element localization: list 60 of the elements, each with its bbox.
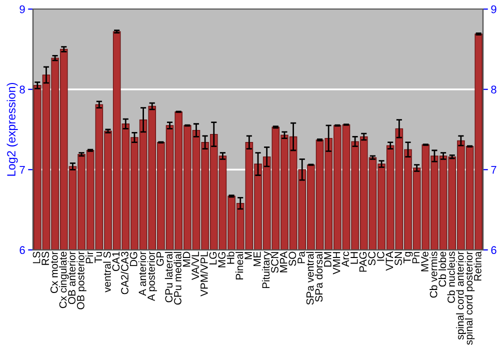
x-tick-label: SC — [368, 252, 376, 266]
x-tick-label: M — [244, 252, 252, 260]
x-tick-label: OB anterior — [68, 251, 76, 304]
y2-tick-label: 6 — [491, 246, 496, 254]
x-tick-label: Cx cingulate — [59, 252, 69, 308]
x-tick-label: DG — [130, 252, 138, 266]
x-tick-label: Tg — [404, 252, 413, 264]
x-tick-label: OB posterior — [76, 251, 86, 310]
x-tick-label: RS — [42, 252, 50, 265]
x-tick-label: IC — [376, 252, 384, 261]
x-tick-label: Pa — [298, 251, 305, 264]
x-tick-label: Retina — [474, 251, 482, 281]
x-tick-label: Hb — [226, 252, 234, 264]
x-tick-label: Arc — [342, 252, 350, 267]
x-tick-label: Tu — [94, 252, 102, 263]
x-tick-label: Cb lobe — [438, 252, 446, 287]
y-tick-label: 6 — [20, 246, 25, 254]
x-tick-label: CA2/CA3 — [120, 252, 128, 294]
x-tick-label: CPu medial — [174, 252, 182, 305]
x-tick-label: ventral S — [103, 252, 111, 292]
x-tick-label: MVe — [421, 252, 428, 272]
y2-tick-label: 7 — [491, 166, 496, 174]
y-tick-label: 9 — [20, 5, 25, 14]
x-tick-label: Cb vermis — [430, 252, 438, 298]
y-axis-title: Log2 (expression) — [6, 82, 18, 176]
x-tick-label: LS — [32, 252, 40, 264]
x-tick-label: ME — [254, 252, 261, 266]
x-tick-label: DM — [324, 252, 332, 267]
x-tick-label: SN — [394, 252, 402, 266]
x-tick-label: A anterior — [138, 251, 146, 296]
x-tick-label: VA/VL — [191, 252, 200, 280]
x-tick-label: MPA — [280, 251, 288, 272]
x-tick-label: Cx motor — [50, 251, 58, 294]
x-tick-label: LG — [209, 252, 217, 264]
x-tick-label: Pir — [86, 251, 94, 264]
y-tick-label: 7 — [20, 166, 25, 174]
x-tick-label: SPa dorsal — [314, 252, 323, 302]
x-tick-label: VPM/VPL — [200, 252, 208, 296]
x-tick-label: Pineal — [236, 252, 244, 280]
x-tick-label: GP — [156, 252, 164, 266]
y-tick-label: 8 — [20, 86, 25, 94]
x-tick-label: LH — [350, 252, 358, 264]
x-tick-label: CA1 — [112, 252, 120, 272]
x-tick-label: spinal cord anterior — [456, 251, 466, 340]
x-tick-label: SCN — [271, 252, 278, 273]
x-tick-label: VTA — [386, 251, 394, 271]
x-tick-label: MD — [182, 252, 190, 267]
y2-tick-label: 8 — [491, 86, 496, 94]
x-tick-label: Pn — [412, 252, 420, 264]
x-tick-label: MG — [218, 252, 226, 268]
x-tick-label: spinal cord posterior — [464, 251, 475, 345]
x-tick-label: Pituitary — [262, 251, 272, 288]
x-tick-label: A posterior — [147, 251, 157, 302]
x-tick-label: PAG — [359, 252, 367, 272]
x-tick-label: SPa ventral — [306, 252, 314, 305]
x-tick-label: SO — [288, 252, 296, 266]
y2-tick-label: 9 — [491, 5, 496, 14]
x-tick-label: CPu lateral — [164, 252, 173, 302]
x-tick-label: Cb nucleus — [447, 252, 455, 303]
x-tick-label: VMH — [332, 252, 340, 274]
